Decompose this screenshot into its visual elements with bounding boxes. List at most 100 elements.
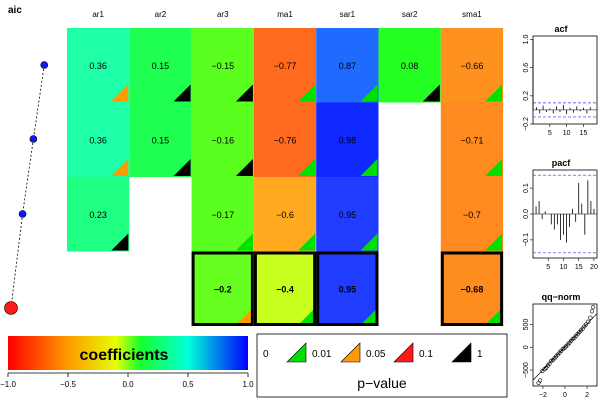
heatmap-cell <box>253 177 317 252</box>
cell-value: −0.71 <box>461 135 484 145</box>
colorbar-tick-label: 1.0 <box>242 380 254 389</box>
pvalue-swatch <box>451 342 472 363</box>
best-model-outline <box>316 251 379 326</box>
column-label: ma1 <box>277 10 293 19</box>
pvalue-break-label: 0.1 <box>419 349 433 360</box>
qq-norm-panel: qq−norm −2 0 2 −500 0 500 <box>523 292 598 399</box>
pvalue-swatch <box>286 342 307 363</box>
acf-frame <box>532 35 598 125</box>
pvalue-marker <box>111 159 129 176</box>
pvalue-marker <box>298 159 316 176</box>
x-tick-label: 0 <box>563 392 567 399</box>
y-tick-label: 0.0 <box>523 209 530 219</box>
qq-point <box>589 309 595 314</box>
heatmap-cell <box>67 177 130 252</box>
pvalue-swatch <box>340 342 361 363</box>
acf-panel: acf −0.2 0.2 0.6 1.0 5 10 15 <box>523 24 598 137</box>
y-tick-label: 0 <box>523 345 530 349</box>
aic-best-point <box>4 301 18 315</box>
cell-value: −0.68 <box>461 284 484 294</box>
colorbar-tick-label: 0.5 <box>182 380 194 389</box>
aic-connector <box>33 64 45 140</box>
heatmap-cell <box>316 251 379 326</box>
aic-panel: aic <box>4 5 49 315</box>
pacf-panel: pacf −0.1 0.0 0.1 5 10 15 20 <box>523 158 598 271</box>
heatmap-cell <box>440 251 504 326</box>
cell-value: −0.4 <box>276 284 294 294</box>
cell-value: 0.23 <box>89 210 107 220</box>
heatmap-cell <box>129 28 192 103</box>
cell-value: 0.95 <box>339 284 357 294</box>
cell-value: −0.66 <box>461 61 484 71</box>
pvalue-marker <box>298 84 316 102</box>
heatmap-cell <box>440 102 504 177</box>
heatmap-cell <box>253 28 317 103</box>
pvalue-marker <box>235 159 253 176</box>
pvalue-break-label: 0.01 <box>312 349 332 360</box>
cell-value: −0.7 <box>463 210 481 220</box>
y-tick-label: 0.1 <box>523 183 530 193</box>
pvalue-marker <box>360 159 378 176</box>
colorbar-tick-label: 0.0 <box>122 380 134 389</box>
pvalue-swatch <box>393 342 414 363</box>
qq-title: qq−norm <box>542 292 581 302</box>
pvalue-marker <box>235 233 253 251</box>
cell-value: −0.2 <box>214 284 232 294</box>
aic-point <box>18 210 27 218</box>
y-tick-label: 0.2 <box>523 91 530 101</box>
y-tick-label: 1.0 <box>523 35 530 45</box>
column-label: ar3 <box>217 10 229 19</box>
qq-point <box>583 322 589 327</box>
heatmap-cell <box>191 28 254 103</box>
cell-value: 0.15 <box>152 135 170 145</box>
pvalue-break-label: 1 <box>477 349 483 360</box>
aic-title: aic <box>8 5 22 16</box>
cell-value: −0.16 <box>211 135 234 145</box>
y-tick-label: 500 <box>523 319 530 331</box>
best-model-outline <box>191 251 254 326</box>
qq-point <box>586 319 591 324</box>
heatmap-cell <box>67 102 130 177</box>
aic-point <box>29 135 38 143</box>
pvalue-legend-box <box>256 333 508 398</box>
pvalue-legend-title: p−value <box>357 375 407 391</box>
cell-value: 0.36 <box>89 61 107 71</box>
heatmap-cell <box>67 28 130 103</box>
pvalue-marker <box>485 308 503 325</box>
pvalue-marker <box>360 84 378 102</box>
pvalue-marker <box>422 84 440 102</box>
x-tick-label: −2 <box>539 392 547 399</box>
qq-point <box>591 305 596 310</box>
pvalue-marker <box>173 84 191 102</box>
heatmap-cell <box>316 102 379 177</box>
pvalue-marker <box>173 159 191 176</box>
cell-value: −0.6 <box>276 210 294 220</box>
x-tick-label: 2 <box>585 392 589 399</box>
x-tick-label: 5 <box>548 130 552 137</box>
qq-point <box>538 378 543 383</box>
column-label: sar1 <box>340 10 356 19</box>
cell-value: −0.77 <box>274 61 297 71</box>
pvalue-marker <box>485 159 503 176</box>
y-tick-label: −500 <box>523 362 530 378</box>
y-tick-label: 0.6 <box>523 63 530 73</box>
x-tick-label: 15 <box>580 130 588 137</box>
pvalue-marker <box>298 308 316 325</box>
cell-value: −0.17 <box>211 210 234 220</box>
pvalue-break-label: 0.05 <box>366 349 386 360</box>
coefficient-heatmap: ar1 ar2 ar3 ma1 sar1 sar2 sma1 0.36 0.15 −0.15 −0.… <box>67 10 504 326</box>
column-label: sma1 <box>462 10 482 19</box>
pvalue-legend: p−value 0 0.01 0.05 0.1 1 <box>256 333 508 398</box>
acf-title: acf <box>554 24 568 34</box>
cell-value: 0.98 <box>339 135 357 145</box>
heatmap-cell <box>378 28 441 103</box>
colorbar-gradient <box>8 336 248 370</box>
cell-value: 0.95 <box>339 210 357 220</box>
x-tick-label: 5 <box>546 264 550 271</box>
heatmap-cell <box>316 177 379 252</box>
cell-value: 0.08 <box>401 61 419 71</box>
pvalue-marker <box>360 233 378 251</box>
pacf-title: pacf <box>552 158 572 168</box>
heatmap-cell <box>440 28 504 103</box>
